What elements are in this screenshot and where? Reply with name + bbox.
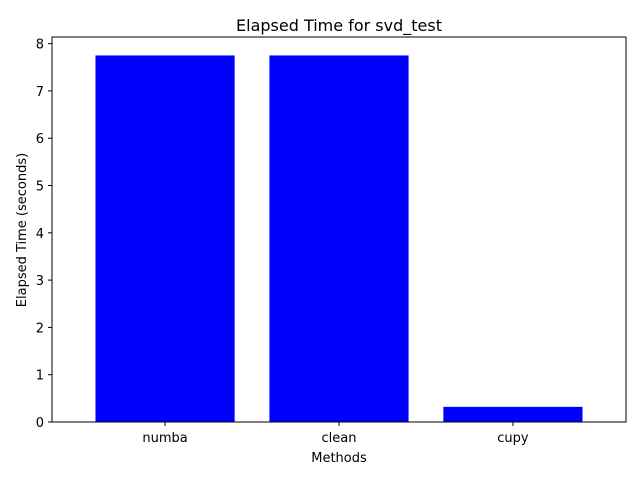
chart-title: Elapsed Time for svd_test xyxy=(236,16,442,36)
y-tick-label: 5 xyxy=(36,180,44,195)
x-tick-label: numba xyxy=(142,431,187,446)
bar-cupy xyxy=(443,406,583,422)
y-axis-label: Elapsed Time (seconds) xyxy=(15,153,30,307)
bars-group xyxy=(95,55,583,422)
y-tick-label: 2 xyxy=(36,321,44,336)
x-tick-label: cupy xyxy=(497,431,529,446)
x-axis-ticks: numba clean cupy xyxy=(142,422,529,446)
x-axis-label: Methods xyxy=(311,451,367,466)
y-tick-label: 1 xyxy=(36,369,44,384)
y-tick-label: 8 xyxy=(36,38,44,53)
y-tick-label: 4 xyxy=(36,227,44,242)
x-tick-label: clean xyxy=(322,431,357,446)
bar-numba xyxy=(95,55,235,422)
y-axis-ticks: 0 1 2 3 4 5 6 7 8 xyxy=(36,38,52,431)
y-tick-label: 3 xyxy=(36,274,44,289)
y-tick-label: 0 xyxy=(36,416,44,431)
y-tick-label: 7 xyxy=(36,85,44,100)
bar-clean xyxy=(269,55,409,422)
y-tick-label: 6 xyxy=(36,132,44,147)
